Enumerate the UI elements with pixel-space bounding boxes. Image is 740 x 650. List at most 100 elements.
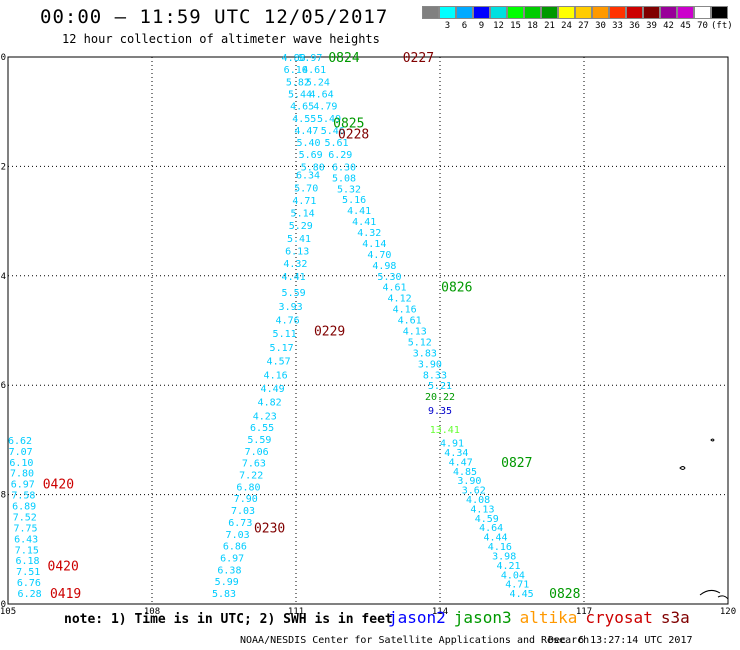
wave-height-value: 4.14	[362, 239, 386, 250]
wave-height-value: 6.29	[328, 150, 352, 161]
wave-height-value: 6.38	[217, 565, 241, 576]
wave-height-value: 4.16	[264, 370, 288, 381]
longitude-tick-label: 108	[144, 607, 160, 617]
wave-height-value: 5.29	[289, 221, 313, 232]
color-swatch	[558, 6, 575, 19]
wave-height-value: 4.32	[357, 228, 381, 239]
wave-height-value: 5.14	[291, 209, 315, 220]
wave-height-value: 3.90	[457, 476, 481, 487]
longitude-tick-label: 114	[432, 607, 448, 617]
legend-item-altika: altika	[519, 608, 578, 627]
color-scale-label: 30	[595, 21, 606, 31]
credit-line: NOAA/NESDIS Center for Satellite Applica…	[240, 635, 590, 646]
wave-height-value: 7.90	[234, 494, 258, 505]
wave-height-value: 3.90	[418, 359, 442, 370]
longitude-tick-label: 111	[288, 607, 304, 617]
color-swatch	[626, 6, 643, 19]
color-swatch	[541, 6, 558, 19]
wave-height-value: 4.76	[276, 316, 300, 327]
wave-height-value: 4.71	[505, 580, 529, 591]
wave-height-value: 5.83	[212, 589, 236, 600]
wave-height-value: 4.91	[440, 439, 464, 450]
wave-height-value: 6.97	[11, 480, 35, 491]
color-scale-label: 70	[697, 21, 708, 31]
wave-height-value: 4.59	[475, 514, 499, 525]
satellite-legend: jason2 jason3 altika cryosat s3a	[388, 608, 698, 627]
wave-height-value: 3.98	[492, 551, 516, 562]
wave-height-value: 5.99	[215, 577, 239, 588]
wave-height-value: 5.49	[317, 114, 341, 125]
wave-height-value: 5.59	[282, 288, 306, 299]
color-scale-label: 18	[527, 21, 538, 31]
wave-height-value: 5.17	[270, 343, 294, 354]
units-note: note: 1) Time is in UTC; 2) SWH is in fe…	[64, 612, 393, 627]
island-shape	[679, 466, 686, 470]
color-scale-label: 6	[461, 21, 468, 31]
wave-height-value: 4.47	[294, 126, 318, 137]
wave-height-value: 4.41	[282, 272, 306, 283]
wave-height-value: 4.85	[453, 467, 477, 478]
wave-height-value: 4.41	[352, 217, 376, 228]
wave-height-value: 4.61	[382, 283, 406, 294]
wave-height-value: 7.03	[226, 530, 250, 541]
pass-time-label: 0826	[441, 281, 472, 296]
wave-height-value: 4.23	[253, 411, 277, 422]
color-scale-label: 21	[544, 21, 555, 31]
wave-height-value: 4.47	[449, 457, 473, 468]
pass-time-label: 0420	[48, 560, 79, 575]
wave-height-value: 7.52	[13, 512, 37, 523]
color-swatch	[473, 6, 490, 19]
wave-height-value: 6.43	[14, 534, 38, 545]
wave-height-value: 7.15	[15, 545, 39, 556]
wave-height-value: 4.65	[290, 102, 314, 113]
wave-height-value: 7.80	[10, 469, 34, 480]
color-scale-bar	[422, 6, 728, 19]
wave-height-value: 5.70	[294, 183, 318, 194]
wave-height-value: 4.64	[479, 523, 503, 534]
wave-height-value: 4.82	[258, 398, 282, 409]
wave-height-value: 3.93	[279, 302, 303, 313]
color-swatch	[592, 6, 609, 19]
pass-time-label: 0419	[50, 587, 81, 602]
wave-height-value: 4.57	[267, 357, 291, 368]
legend-item-s3a: s3a	[660, 608, 690, 627]
color-scale-label: 42	[663, 21, 674, 31]
color-swatch	[439, 6, 456, 19]
wave-height-value: 5.41	[287, 234, 311, 245]
map-subtitle: 12 hour collection of altimeter wave hei…	[62, 32, 380, 46]
wave-height-value: 4.13	[403, 327, 427, 338]
wave-height-value: 6.28	[18, 589, 42, 600]
wave-height-value: 6.18	[15, 556, 39, 567]
color-scale-label: 9	[478, 21, 485, 31]
wave-height-value: 4.21	[497, 561, 521, 572]
wave-height-value: 4.44	[483, 533, 507, 544]
legend-item-cryosat: cryosat	[585, 608, 653, 627]
latitude-tick-label: 18	[0, 491, 6, 501]
latitude-tick-label: 20	[0, 600, 6, 610]
color-swatch	[711, 6, 728, 19]
wave-height-value: 5.24	[306, 77, 330, 88]
pass-time-label: 0420	[43, 478, 74, 493]
wave-height-value: 4.12	[388, 294, 412, 305]
color-scale-label: 33	[612, 21, 623, 31]
color-scale-label: 27	[578, 21, 589, 31]
color-scale-label: 15	[510, 21, 521, 31]
wave-height-value: 8.33	[423, 370, 447, 381]
color-swatch	[507, 6, 524, 19]
island-shape	[710, 438, 715, 442]
map-title: 00:00 — 11:59 UTC 12/05/2017	[40, 6, 389, 28]
longitude-tick-label: 117	[576, 607, 592, 617]
wave-height-value: 6.76	[17, 578, 41, 589]
wave-height-value: 7.75	[13, 523, 37, 534]
pass-time-label: 0229	[314, 325, 345, 340]
color-swatch	[422, 6, 439, 19]
wave-height-value: 5.08	[332, 173, 356, 184]
wave-height-value: 4.41	[347, 206, 371, 217]
wave-height-value: 6.34	[296, 171, 320, 182]
color-swatch	[490, 6, 507, 19]
latitude-tick-label: 12	[0, 162, 6, 172]
wave-height-value: 6.13	[285, 247, 309, 258]
color-swatch	[456, 6, 473, 19]
wave-height-value: 5.61	[324, 138, 348, 149]
wave-height-value: 4.98	[372, 261, 396, 272]
